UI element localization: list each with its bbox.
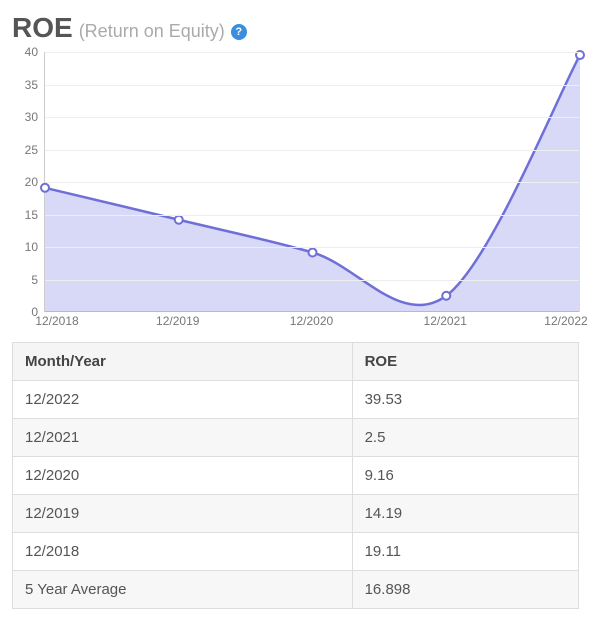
x-tick-label: 12/2019 [156, 314, 199, 328]
y-axis: 0510152025303540 [12, 52, 42, 312]
col-header-value: ROE [352, 343, 578, 381]
cell-period: 12/2020 [13, 457, 353, 495]
chart-area-fill [45, 55, 580, 312]
cell-value: 19.11 [352, 533, 578, 571]
metric-title: ROE [12, 12, 73, 44]
cell-period: 12/2019 [13, 495, 353, 533]
table-row: 12/20209.16 [13, 457, 579, 495]
x-tick-label: 12/2021 [424, 314, 467, 328]
col-header-period: Month/Year [13, 343, 353, 381]
y-tick-label: 10 [25, 240, 38, 254]
y-tick-label: 5 [31, 273, 38, 287]
chart-marker[interactable] [41, 184, 49, 192]
x-axis: 12/201812/201912/202012/202112/2022 [44, 314, 579, 332]
x-tick-label: 12/2020 [290, 314, 333, 328]
grid-line [45, 52, 579, 53]
roe-chart: 0510152025303540 12/201812/201912/202012… [12, 52, 579, 332]
grid-line [45, 215, 579, 216]
y-tick-label: 40 [25, 45, 38, 59]
cell-value: 2.5 [352, 419, 578, 457]
table-header-row: Month/Year ROE [13, 343, 579, 381]
chart-marker[interactable] [309, 248, 317, 256]
table-row: 5 Year Average16.898 [13, 571, 579, 609]
cell-value: 9.16 [352, 457, 578, 495]
metric-subtitle: (Return on Equity) [79, 21, 225, 42]
table-row: 12/201914.19 [13, 495, 579, 533]
cell-period: 5 Year Average [13, 571, 353, 609]
chart-plot-area [44, 52, 579, 312]
y-tick-label: 30 [25, 110, 38, 124]
table-row: 12/20212.5 [13, 419, 579, 457]
chart-marker[interactable] [442, 292, 450, 300]
grid-line [45, 85, 579, 86]
cell-value: 39.53 [352, 381, 578, 419]
cell-period: 12/2022 [13, 381, 353, 419]
cell-period: 12/2021 [13, 419, 353, 457]
cell-value: 16.898 [352, 571, 578, 609]
y-tick-label: 25 [25, 143, 38, 157]
cell-value: 14.19 [352, 495, 578, 533]
help-icon[interactable]: ? [231, 24, 247, 40]
grid-line [45, 117, 579, 118]
cell-period: 12/2018 [13, 533, 353, 571]
table-row: 12/202239.53 [13, 381, 579, 419]
chart-marker[interactable] [175, 216, 183, 224]
grid-line [45, 182, 579, 183]
table-row: 12/201819.11 [13, 533, 579, 571]
y-tick-label: 20 [25, 175, 38, 189]
grid-line [45, 150, 579, 151]
grid-line [45, 247, 579, 248]
x-tick-label: 12/2022 [544, 314, 587, 328]
y-tick-label: 35 [25, 78, 38, 92]
y-tick-label: 15 [25, 208, 38, 222]
chart-title-row: ROE (Return on Equity) ? [12, 12, 579, 44]
grid-line [45, 280, 579, 281]
x-tick-label: 12/2018 [35, 314, 78, 328]
roe-data-table: Month/Year ROE 12/202239.5312/20212.512/… [12, 342, 579, 609]
